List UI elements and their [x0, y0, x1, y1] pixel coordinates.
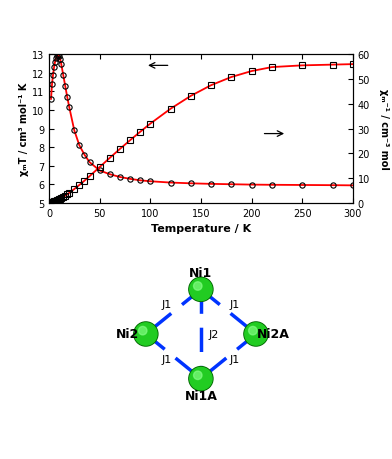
Text: Ni1: Ni1	[189, 267, 212, 280]
Text: Ni2: Ni2	[116, 328, 140, 341]
Circle shape	[190, 279, 212, 301]
Circle shape	[135, 323, 157, 346]
Text: J2: J2	[209, 329, 219, 339]
Circle shape	[134, 322, 158, 346]
Circle shape	[244, 322, 268, 346]
Text: Ni2A: Ni2A	[257, 328, 290, 341]
Circle shape	[190, 368, 212, 390]
Text: J1: J1	[162, 300, 172, 309]
Text: J1: J1	[230, 354, 240, 364]
Text: J1: J1	[230, 300, 240, 309]
Circle shape	[194, 371, 202, 380]
Circle shape	[245, 323, 267, 346]
Circle shape	[189, 278, 213, 302]
Text: J1: J1	[162, 354, 172, 364]
Circle shape	[249, 327, 257, 335]
Text: Ni1A: Ni1A	[185, 389, 217, 402]
X-axis label: Temperature / K: Temperature / K	[151, 224, 251, 234]
Y-axis label: χₘT / cm³ mol⁻¹ K: χₘT / cm³ mol⁻¹ K	[19, 83, 29, 176]
Circle shape	[189, 367, 213, 391]
Y-axis label: χₘ⁻¹ / cm⁻³ mol: χₘ⁻¹ / cm⁻³ mol	[379, 89, 390, 170]
Circle shape	[138, 327, 147, 335]
Circle shape	[194, 282, 202, 291]
